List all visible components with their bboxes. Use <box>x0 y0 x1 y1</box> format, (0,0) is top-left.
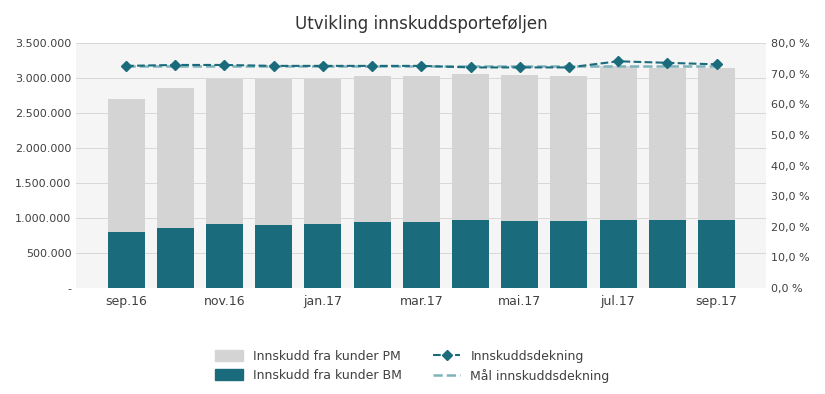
Bar <box>304 79 342 224</box>
Title: Utvikling innskuddsporteføljen: Utvikling innskuddsporteføljen <box>295 15 548 33</box>
Legend: Innskudd fra kunder PM, Innskudd fra kunder BM, Innskuddsdekning, Mål innskuddsd: Innskudd fra kunder PM, Innskudd fra kun… <box>210 344 615 388</box>
Bar <box>157 228 194 288</box>
Bar <box>304 224 342 288</box>
Bar <box>649 68 686 220</box>
Bar <box>600 220 637 288</box>
Bar <box>403 76 440 221</box>
Bar <box>206 224 243 288</box>
Bar <box>354 76 390 222</box>
Bar <box>698 68 735 220</box>
Bar <box>550 221 587 288</box>
Bar <box>452 220 489 288</box>
Bar <box>452 74 489 220</box>
Bar <box>206 79 243 224</box>
Bar <box>502 75 538 221</box>
Bar <box>600 66 637 220</box>
Bar <box>354 222 390 288</box>
Bar <box>255 225 292 288</box>
Bar <box>157 88 194 228</box>
Bar <box>255 79 292 225</box>
Bar <box>698 220 735 288</box>
Bar <box>502 221 538 288</box>
Bar <box>107 232 144 288</box>
Bar <box>649 220 686 288</box>
Bar <box>107 99 144 232</box>
Bar <box>403 221 440 288</box>
Bar <box>550 76 587 221</box>
